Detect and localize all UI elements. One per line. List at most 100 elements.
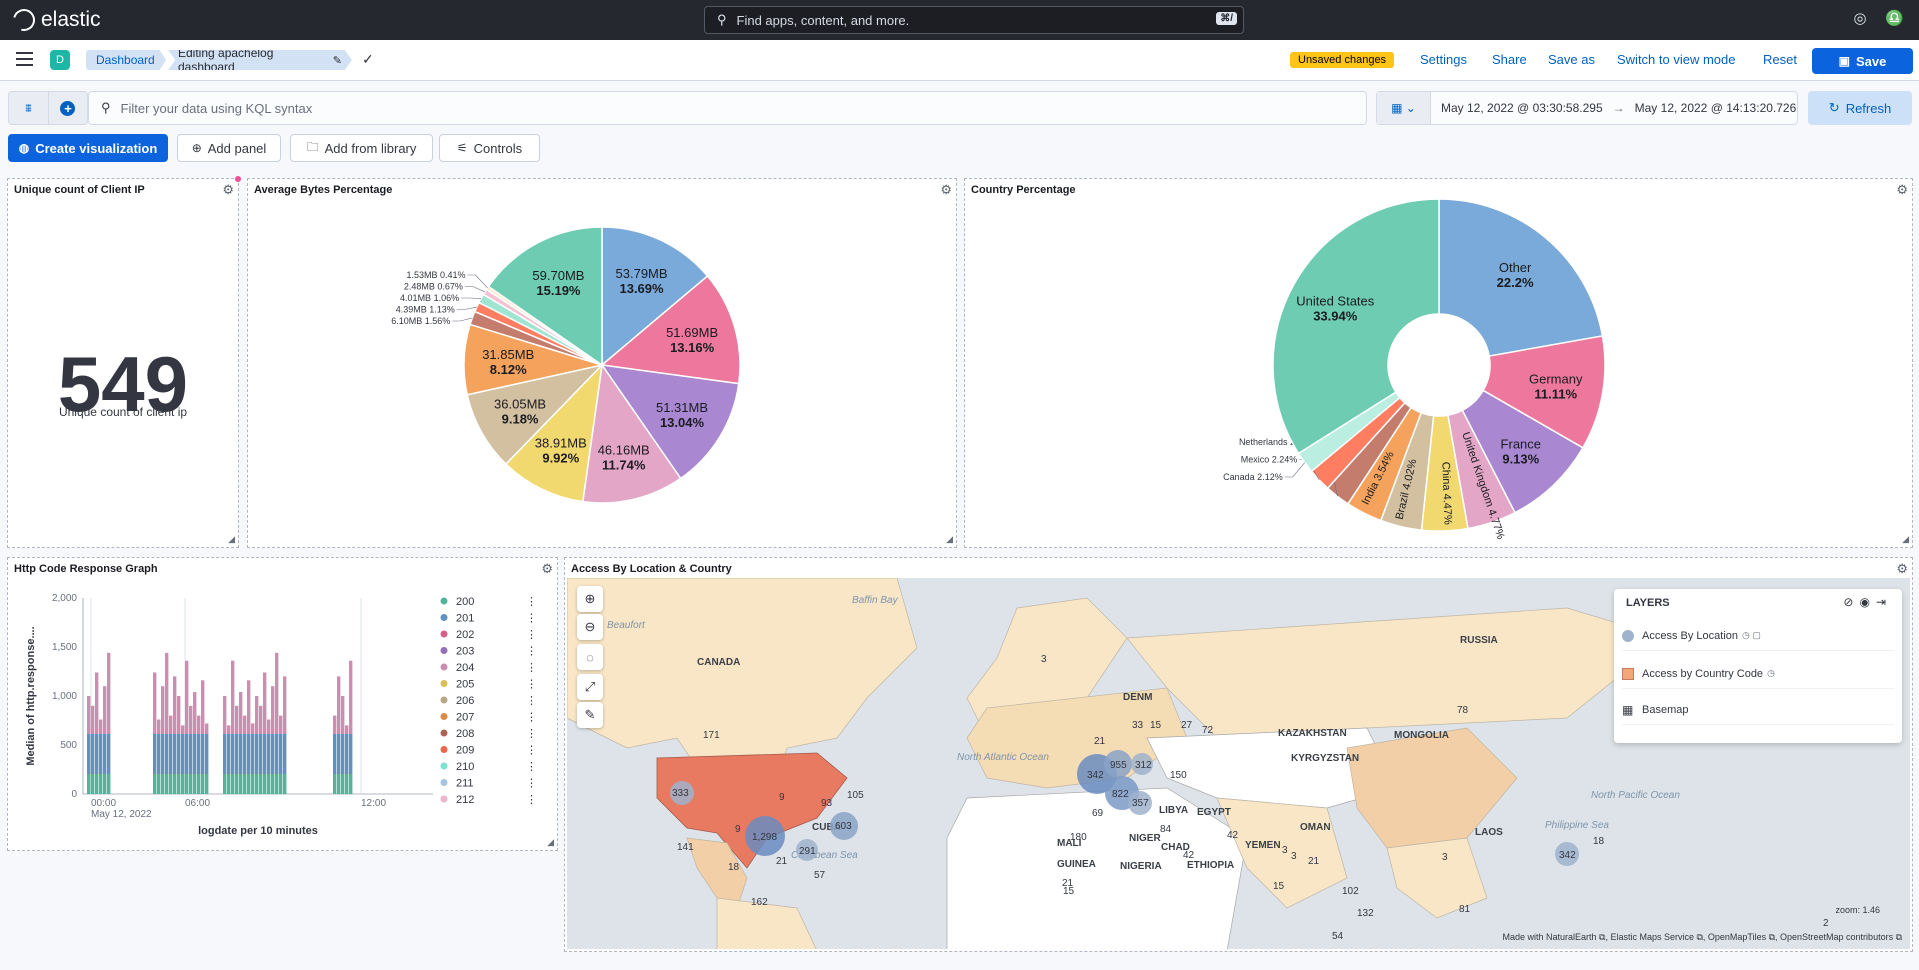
bar-segment[interactable] bbox=[95, 734, 99, 774]
bar-segment[interactable] bbox=[349, 734, 353, 774]
layer-row[interactable]: Access by Country Code ◷ bbox=[1622, 659, 1894, 689]
news-feed-icon[interactable]: ♎ bbox=[1885, 10, 1904, 27]
legend-item[interactable]: 200 bbox=[456, 596, 474, 608]
bar-segment[interactable] bbox=[107, 734, 111, 774]
bar-segment[interactable] bbox=[275, 734, 279, 774]
legend-item[interactable]: 202 bbox=[456, 629, 474, 641]
bar-segment[interactable] bbox=[247, 680, 251, 734]
map-bubble[interactable] bbox=[670, 781, 694, 805]
legend-item[interactable]: 211 bbox=[456, 778, 474, 790]
bar-segment[interactable] bbox=[263, 672, 267, 734]
share-link[interactable]: Share bbox=[1492, 52, 1527, 67]
legend-item-menu-icon[interactable]: ⋮ bbox=[526, 728, 537, 740]
donut-slice[interactable] bbox=[1482, 335, 1606, 449]
resize-handle[interactable]: ◢ bbox=[228, 534, 235, 544]
bar-segment[interactable] bbox=[197, 734, 201, 774]
bar-segment[interactable] bbox=[99, 719, 103, 734]
map-canvas[interactable]: CANADA RUSSIA KAZAKHSTAN MONGOLIA KYRGYZ… bbox=[567, 578, 1910, 949]
bar-segment[interactable] bbox=[103, 774, 107, 794]
bar-segment[interactable] bbox=[223, 734, 227, 774]
bar-segment[interactable] bbox=[185, 660, 189, 734]
zoom-out-button[interactable]: ⊖ bbox=[577, 614, 603, 640]
bar-segment[interactable] bbox=[189, 774, 193, 794]
bar-segment[interactable] bbox=[333, 774, 337, 794]
bar-segment[interactable] bbox=[271, 686, 275, 734]
bar-segment[interactable] bbox=[161, 774, 165, 794]
show-all-icon[interactable]: ◉ bbox=[1859, 595, 1876, 609]
controls-button[interactable]: ⚟ Controls bbox=[439, 134, 540, 162]
bar-segment[interactable] bbox=[153, 774, 157, 794]
bar-segment[interactable] bbox=[165, 652, 169, 734]
collapse-icon[interactable]: ⇥ bbox=[1875, 595, 1892, 609]
bar-segment[interactable] bbox=[275, 652, 279, 734]
bar-segment[interactable] bbox=[259, 705, 263, 734]
bar-segment[interactable] bbox=[251, 734, 255, 774]
add-filter-button[interactable]: + bbox=[47, 92, 87, 124]
map-bubble[interactable] bbox=[796, 839, 818, 861]
bar-segment[interactable] bbox=[177, 774, 181, 794]
map-bubble[interactable] bbox=[1104, 750, 1132, 778]
legend-item[interactable]: 205 bbox=[456, 679, 474, 691]
layer-row[interactable]: ▦ Basemap bbox=[1622, 695, 1894, 725]
legend-item[interactable]: 201 bbox=[456, 613, 474, 625]
legend-item-menu-icon[interactable]: ⋮ bbox=[526, 778, 537, 790]
refresh-button[interactable]: ↻ Refresh bbox=[1808, 91, 1912, 125]
bar-segment[interactable] bbox=[103, 734, 107, 774]
bar-segment[interactable] bbox=[271, 734, 275, 774]
switch-view-mode-link[interactable]: Switch to view mode bbox=[1617, 52, 1736, 67]
bar-segment[interactable] bbox=[279, 734, 283, 774]
map-bubble[interactable] bbox=[745, 816, 785, 856]
pie-slice[interactable] bbox=[601, 226, 709, 367]
zoom-in-button[interactable]: ⊕ bbox=[577, 586, 603, 612]
bar-segment[interactable] bbox=[189, 734, 193, 774]
bar-segment[interactable] bbox=[161, 686, 165, 734]
pie-slice[interactable] bbox=[600, 364, 740, 480]
bar-segment[interactable] bbox=[181, 774, 185, 794]
legend-item[interactable]: 209 bbox=[456, 745, 474, 757]
bar-segment[interactable] bbox=[161, 734, 165, 774]
breadcrumb-current[interactable]: Editing apachelog dashboard ✎ bbox=[168, 50, 352, 70]
resize-handle[interactable]: ◢ bbox=[1902, 534, 1909, 544]
panel-options-gear-icon[interactable]: ⚙ bbox=[940, 182, 952, 197]
bar-segment[interactable] bbox=[91, 734, 95, 774]
bar-segment[interactable] bbox=[193, 734, 197, 774]
bar-segment[interactable] bbox=[173, 734, 177, 774]
bar-segment[interactable] bbox=[153, 734, 157, 774]
pie-slice[interactable] bbox=[487, 226, 603, 367]
bar-segment[interactable] bbox=[255, 734, 259, 774]
bar-segment[interactable] bbox=[251, 723, 255, 734]
check-icon[interactable]: ✓ bbox=[362, 51, 374, 67]
pie-slice[interactable] bbox=[581, 362, 682, 504]
bar-segment[interactable] bbox=[275, 774, 279, 794]
pie-slice[interactable] bbox=[600, 274, 741, 385]
bar-segment[interactable] bbox=[169, 774, 173, 794]
legend-item-menu-icon[interactable]: ⋮ bbox=[526, 745, 537, 757]
bar-segment[interactable] bbox=[259, 734, 263, 774]
bar-segment[interactable] bbox=[193, 774, 197, 794]
legend-item[interactable]: 204 bbox=[456, 662, 474, 674]
bar-segment[interactable] bbox=[235, 734, 239, 774]
legend-item[interactable]: 210 bbox=[456, 761, 474, 773]
bar-segment[interactable] bbox=[333, 715, 337, 734]
bar-segment[interactable] bbox=[341, 734, 345, 774]
elastic-logo[interactable]: elastic bbox=[8, 4, 101, 36]
bar-segment[interactable] bbox=[193, 692, 197, 734]
bar-segment[interactable] bbox=[263, 734, 267, 774]
bar-segment[interactable] bbox=[205, 723, 209, 734]
pie-slice[interactable] bbox=[504, 362, 604, 503]
legend-item[interactable]: 207 bbox=[456, 712, 474, 724]
map-bubble[interactable] bbox=[1128, 791, 1152, 815]
legend-item-menu-icon[interactable]: ⋮ bbox=[526, 662, 537, 674]
bar-segment[interactable] bbox=[189, 705, 193, 734]
bar-segment[interactable] bbox=[247, 774, 251, 794]
bar-segment[interactable] bbox=[235, 705, 239, 734]
bar-segment[interactable] bbox=[227, 725, 231, 734]
bar-segment[interactable] bbox=[239, 692, 243, 734]
bar-segment[interactable] bbox=[165, 734, 169, 774]
layers-header-icons[interactable]: ⊘◉⇥ bbox=[1843, 595, 1892, 609]
bar-segment[interactable] bbox=[243, 774, 247, 794]
bar-segment[interactable] bbox=[181, 725, 185, 734]
date-picker[interactable]: ▦ ⌄ May 12, 2022 @ 03:30:58.295 → May 12… bbox=[1376, 91, 1798, 125]
bar-segment[interactable] bbox=[91, 774, 95, 794]
panel-options-gear-icon[interactable]: ⚙ bbox=[1896, 561, 1908, 576]
